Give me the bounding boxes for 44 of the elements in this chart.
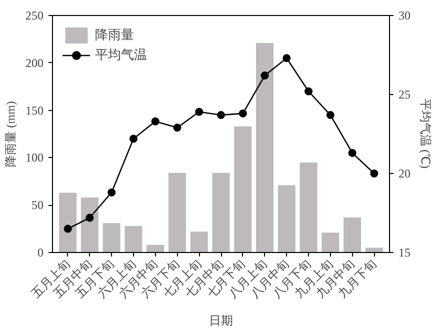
point xyxy=(238,109,247,118)
point xyxy=(370,170,378,178)
y-tick-label: 0 xyxy=(38,246,44,260)
bar xyxy=(190,232,208,252)
point xyxy=(195,108,204,116)
bar xyxy=(168,172,186,252)
point xyxy=(86,214,94,222)
y2-tick-label: 15 xyxy=(398,246,410,260)
y-tick-label: 250 xyxy=(26,8,44,22)
y-tick-label: 200 xyxy=(26,56,44,70)
bar xyxy=(80,198,98,252)
point xyxy=(217,111,225,120)
bar xyxy=(212,172,230,252)
y2-tick-label: 20 xyxy=(398,166,410,180)
point xyxy=(108,188,116,196)
y2-axis-title: 平均气温 (℃) xyxy=(418,98,432,169)
y2-tick-label: 25 xyxy=(398,88,410,102)
bar xyxy=(344,217,362,252)
legend-label: 平均气温 xyxy=(95,46,147,64)
y-tick-label: 50 xyxy=(32,198,44,212)
y2-tick-label: 30 xyxy=(398,8,410,22)
point xyxy=(282,54,291,62)
y-axis-title: 降雨量 (mm) xyxy=(4,101,18,167)
bar xyxy=(102,223,120,252)
y-tick-label: 150 xyxy=(26,103,44,118)
legend-label: 降雨量 xyxy=(95,26,134,44)
point xyxy=(348,148,356,157)
point xyxy=(326,111,334,120)
bar xyxy=(256,42,274,252)
point xyxy=(129,134,138,143)
point xyxy=(260,72,269,80)
point xyxy=(64,224,72,233)
bar xyxy=(124,226,142,252)
bar xyxy=(59,192,77,252)
point xyxy=(151,117,160,126)
point xyxy=(304,87,313,96)
bar xyxy=(234,126,252,252)
x-axis-title: 日期 xyxy=(209,313,233,328)
bar xyxy=(300,162,318,252)
bar xyxy=(322,232,340,252)
point xyxy=(173,124,182,132)
y-tick-label: 100 xyxy=(26,150,44,165)
bar xyxy=(146,244,164,252)
bar xyxy=(278,185,296,252)
